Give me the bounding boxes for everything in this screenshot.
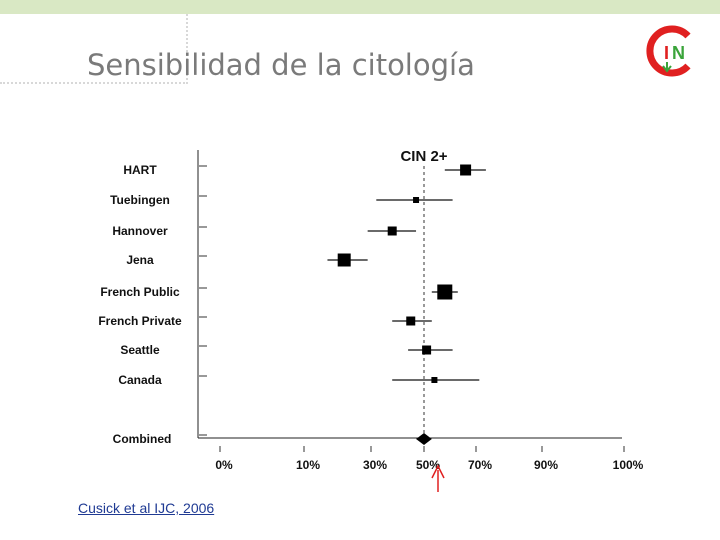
study-row: Canada: [118, 373, 480, 387]
title-placeholder-frame: [0, 14, 188, 84]
study-label: Tuebingen: [110, 193, 170, 207]
x-tick-label: 30%: [363, 458, 387, 472]
point-estimate: [337, 253, 351, 267]
cin-logo-icon: I N: [646, 25, 691, 77]
study-label: Hannover: [112, 224, 168, 238]
point-estimate: [422, 345, 432, 355]
study-row: French Public: [100, 284, 458, 300]
study-row: Seattle: [120, 343, 453, 357]
point-estimate: [431, 377, 438, 383]
x-tick-label: 100%: [613, 458, 644, 472]
point-estimate: [460, 164, 472, 176]
combined-row: Combined: [113, 432, 432, 446]
point-estimate: [413, 197, 420, 203]
point-estimate: [406, 316, 416, 326]
x-tick-label: 50%: [416, 458, 440, 472]
study-row: HART: [123, 163, 486, 177]
study-label: HART: [123, 163, 157, 177]
study-label: Seattle: [120, 343, 160, 357]
svg-text:N: N: [672, 43, 685, 63]
study-row: Tuebingen: [110, 193, 453, 207]
x-tick-label: 10%: [296, 458, 320, 472]
study-row: French Private: [98, 314, 432, 328]
combined-diamond: [416, 433, 432, 445]
combined-label: Combined: [113, 432, 172, 446]
x-tick-label: 90%: [534, 458, 558, 472]
svg-text:I: I: [664, 43, 669, 63]
study-row: Hannover: [112, 224, 417, 238]
x-tick-label: 0%: [215, 458, 233, 472]
study-label: French Private: [98, 314, 182, 328]
study-label: Jena: [126, 253, 154, 267]
x-tick-label: 70%: [468, 458, 492, 472]
study-label: French Public: [100, 285, 180, 299]
chart-title: CIN 2+: [400, 148, 447, 165]
study-label: Canada: [118, 373, 162, 387]
point-estimate: [387, 226, 397, 236]
highlight-arrow-icon: [431, 464, 445, 492]
point-estimate: [437, 284, 453, 300]
citation-link[interactable]: Cusick et al IJC, 2006: [78, 500, 215, 516]
study-row: Jena: [126, 253, 368, 267]
top-accent-bar: [0, 0, 720, 14]
slide-title: Sensibilidad de la citología: [87, 48, 475, 82]
